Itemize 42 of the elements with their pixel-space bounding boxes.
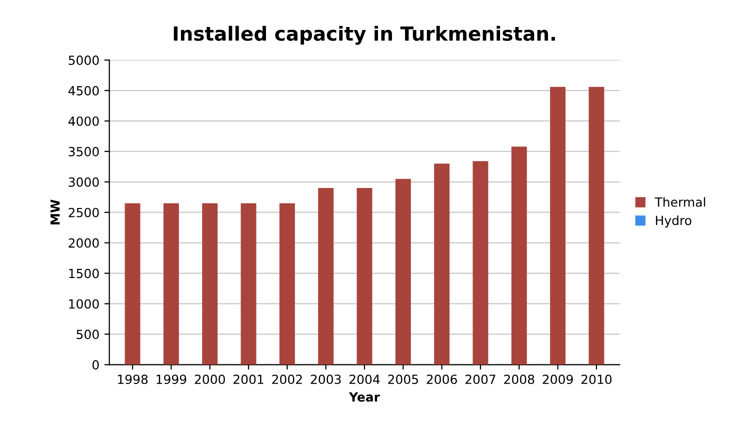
bar — [588, 86, 604, 365]
y-tick-label: 3000 — [68, 177, 99, 187]
y-tick-label: 0 — [92, 360, 99, 370]
x-tick-label: 2004 — [350, 374, 380, 384]
x-tick-label: 2003 — [310, 374, 341, 384]
bar — [202, 203, 218, 365]
y-tick-label: 3500 — [68, 146, 99, 156]
x-tick-label: 1999 — [156, 374, 186, 384]
x-tick-label: 2000 — [194, 374, 225, 384]
bar — [124, 203, 140, 365]
x-tick-label: 1998 — [118, 374, 148, 384]
x-tick-label: 2001 — [234, 374, 264, 384]
y-tick-label: 4500 — [68, 86, 99, 96]
bar — [472, 161, 488, 365]
bar — [240, 203, 256, 365]
x-tick-label: 2005 — [388, 374, 418, 384]
x-tick-label: 2010 — [581, 374, 612, 384]
bar — [395, 178, 411, 365]
legend-label: Thermal — [654, 197, 706, 207]
legend-label: Hydro — [656, 215, 692, 228]
bar — [434, 164, 450, 365]
y-tick-label: 500 — [76, 330, 99, 340]
bar — [550, 86, 566, 365]
x-axis-title: Year — [348, 392, 380, 402]
y-tick-label: 2500 — [68, 208, 99, 218]
x-tick-label: 2007 — [465, 374, 496, 384]
x-tick-label: 2008 — [504, 374, 534, 384]
y-tick-label: 4000 — [68, 116, 99, 126]
y-tick-label: 1000 — [69, 299, 99, 309]
bar — [318, 188, 334, 365]
bar — [163, 203, 179, 365]
bar — [511, 146, 527, 365]
y-axis-title: MW — [50, 200, 60, 224]
x-tick-label: 2006 — [426, 374, 457, 384]
x-tick-label: 2002 — [272, 374, 302, 384]
y-tick-label: 5000 — [68, 56, 99, 65]
bar — [356, 188, 372, 365]
bar — [279, 203, 295, 365]
y-tick-label: 1500 — [69, 268, 99, 278]
chart-title: Installed capacity in Turkmenistan. — [174, 26, 555, 45]
y-tick-label: 2000 — [68, 238, 99, 248]
x-tick-label: 2009 — [542, 374, 573, 384]
